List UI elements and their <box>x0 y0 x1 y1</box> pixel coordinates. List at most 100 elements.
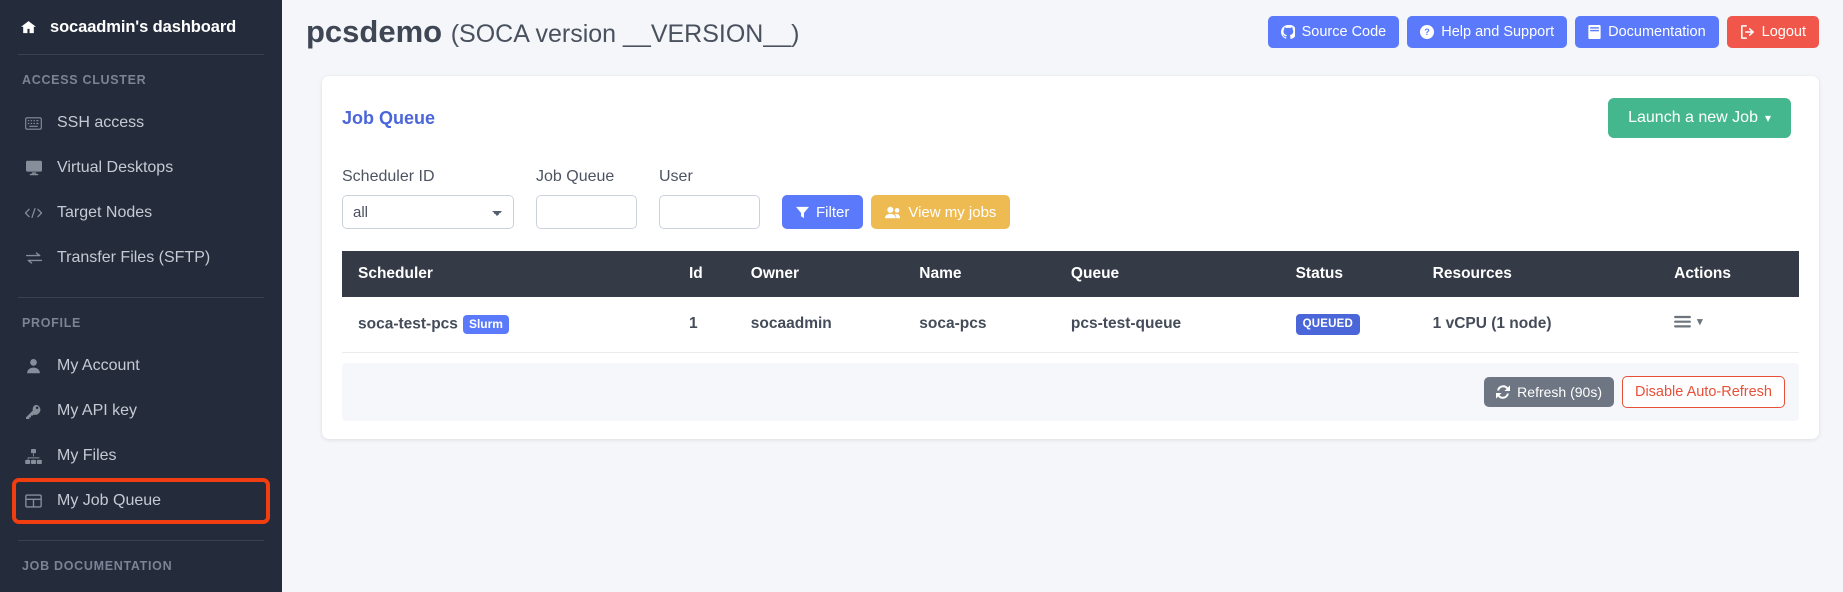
documentation-label: Documentation <box>1608 23 1706 40</box>
status-badge: QUEUED <box>1295 314 1360 335</box>
sidebar-item-my-account[interactable]: My Account <box>16 347 266 385</box>
help-and-support-button[interactable]: ? Help and Support <box>1407 15 1568 49</box>
filter-user-group: User <box>659 168 760 229</box>
cell-id: 1 <box>679 297 741 353</box>
users-icon <box>885 206 901 219</box>
scheduler-id-select[interactable]: all <box>342 195 514 229</box>
sidebar-item-my-job-queue[interactable]: My Job Queue <box>12 478 270 524</box>
column-header-owner[interactable]: Owner <box>740 251 910 297</box>
help-and-support-label: Help and Support <box>1441 23 1555 40</box>
launch-a-new-job-label: Launch a new Job <box>1628 109 1758 126</box>
source-code-label: Source Code <box>1301 23 1387 40</box>
svg-text:?: ? <box>1425 27 1430 37</box>
cell-resources: 1 vCPU (1 node) <box>1422 297 1665 353</box>
scheduler-badge: Slurm <box>462 314 509 334</box>
sidebar-brand[interactable]: socaadmin's dashboard <box>16 0 266 54</box>
column-header-queue[interactable]: Queue <box>1060 251 1286 297</box>
column-header-id[interactable]: Id <box>679 251 741 297</box>
sidebar-item-ssh-access[interactable]: SSH access <box>16 104 266 142</box>
sidebar-item-virtual-desktops[interactable]: Virtual Desktops <box>16 149 266 187</box>
refresh-button[interactable]: Refresh (90s) <box>1484 376 1614 407</box>
header-button-group: Source Code ? Help and Support Documenta… <box>1267 15 1819 49</box>
cell-scheduler: soca-test-pcs Slurm <box>342 297 679 353</box>
question-circle-icon: ? <box>1420 25 1435 39</box>
scheduler-id-label: Scheduler ID <box>342 168 435 185</box>
view-my-jobs-button[interactable]: View my jobs <box>871 195 1011 229</box>
disable-auto-refresh-label: Disable Auto-Refresh <box>1634 383 1772 400</box>
sidebar-item-label: Target Nodes <box>57 204 153 221</box>
cell-actions: ▾ <box>1664 297 1799 353</box>
documentation-button[interactable]: Documentation <box>1575 15 1719 49</box>
job-queue-table: Scheduler Id Owner Name Queue Status Res… <box>342 251 1799 353</box>
sidebar-item-target-nodes[interactable]: Target Nodes <box>16 194 266 232</box>
book-icon <box>1588 25 1601 39</box>
filter-bar: Scheduler ID all Job Queue User <box>322 146 1819 229</box>
hamburger-menu-icon <box>1674 315 1692 328</box>
job-queue-input[interactable] <box>536 195 637 229</box>
job-queue-label: Job Queue <box>536 168 615 185</box>
job-queue-card: Job Queue Launch a new Job ▾ Scheduler I… <box>322 76 1819 440</box>
github-icon <box>1280 25 1295 39</box>
chevron-down-icon: ▾ <box>1697 316 1703 329</box>
refresh-icon <box>1496 385 1511 399</box>
page-title: pcsdemo (SOCA version __VERSION__) <box>306 14 799 50</box>
user-input[interactable] <box>659 195 760 229</box>
key-icon <box>24 404 43 419</box>
sidebar-item-my-files[interactable]: My Files <box>16 437 266 475</box>
source-code-button[interactable]: Source Code <box>1267 15 1400 49</box>
sign-out-icon <box>1740 25 1755 39</box>
table-row: soca-test-pcs Slurm 1 socaadmin soca-pcs … <box>342 297 1799 353</box>
sidebar-item-label: Transfer Files (SFTP) <box>57 249 211 266</box>
column-header-resources[interactable]: Resources <box>1422 251 1665 297</box>
column-header-actions: Actions <box>1664 251 1799 297</box>
sidebar-item-my-api-key[interactable]: My API key <box>16 392 266 430</box>
cell-name: soca-pcs <box>909 297 1061 353</box>
sidebar-section-job-documentation-title: JOB DOCUMENTATION <box>22 559 173 573</box>
disable-auto-refresh-button[interactable]: Disable Auto-Refresh <box>1621 375 1785 409</box>
filter-scheduler-id-group: Scheduler ID all <box>342 168 514 229</box>
logout-button[interactable]: Logout <box>1726 15 1819 49</box>
column-header-status[interactable]: Status <box>1285 251 1423 297</box>
column-header-scheduler[interactable]: Scheduler <box>342 251 679 297</box>
view-my-jobs-label: View my jobs <box>908 203 997 221</box>
card-header: Job Queue Launch a new Job ▾ <box>322 76 1819 146</box>
sidebar: socaadmin's dashboard ACCESS CLUSTER SSH… <box>0 0 282 592</box>
keyboard-icon <box>24 116 43 130</box>
sidebar-brand-label: socaadmin's dashboard <box>50 17 237 36</box>
page-title-version: (SOCA version __VERSION__) <box>450 20 800 48</box>
sitemap-icon <box>24 448 43 464</box>
logout-label: Logout <box>1761 23 1806 40</box>
launch-a-new-job-button[interactable]: Launch a new Job ▾ <box>1608 98 1791 138</box>
table-body: soca-test-pcs Slurm 1 socaadmin soca-pcs … <box>342 297 1799 353</box>
column-header-name[interactable]: Name <box>909 251 1061 297</box>
filter-job-queue-group: Job Queue <box>536 168 637 229</box>
main-content: pcsdemo (SOCA version __VERSION__) Sourc… <box>282 0 1843 592</box>
filter-button-label: Filter <box>816 203 850 221</box>
sidebar-item-transfer-files-sftp[interactable]: Transfer Files (SFTP) <box>16 239 266 277</box>
user-label: User <box>659 168 693 185</box>
user-icon <box>24 358 43 374</box>
sidebar-section-profile-title: PROFILE <box>22 316 82 330</box>
sidebar-divider-jobdoc <box>18 540 264 541</box>
card-footer: Refresh (90s) Disable Auto-Refresh <box>342 362 1799 422</box>
scheduler-name: soca-test-pcs <box>358 315 458 333</box>
table-icon <box>24 494 43 508</box>
sidebar-divider-profile <box>18 297 264 298</box>
table-header-row: Scheduler Id Owner Name Queue Status Res… <box>342 251 1799 297</box>
filter-button[interactable]: Filter <box>782 195 864 229</box>
chevron-down-icon: ▾ <box>1764 111 1771 125</box>
code-icon <box>24 206 43 220</box>
sidebar-item-label: My Account <box>57 357 140 374</box>
cell-status: QUEUED <box>1285 297 1423 353</box>
transfer-icon <box>24 251 43 265</box>
sidebar-divider-top <box>18 54 264 55</box>
home-icon <box>20 19 37 36</box>
sidebar-item-label: My Files <box>57 447 117 464</box>
sidebar-item-label: My API key <box>57 402 138 419</box>
cell-owner: socaadmin <box>740 297 910 353</box>
sidebar-item-label: SSH access <box>57 114 145 131</box>
row-actions-menu-button[interactable]: ▾ <box>1674 315 1703 328</box>
cell-queue: pcs-test-queue <box>1060 297 1286 353</box>
table-header: Scheduler Id Owner Name Queue Status Res… <box>342 251 1799 297</box>
